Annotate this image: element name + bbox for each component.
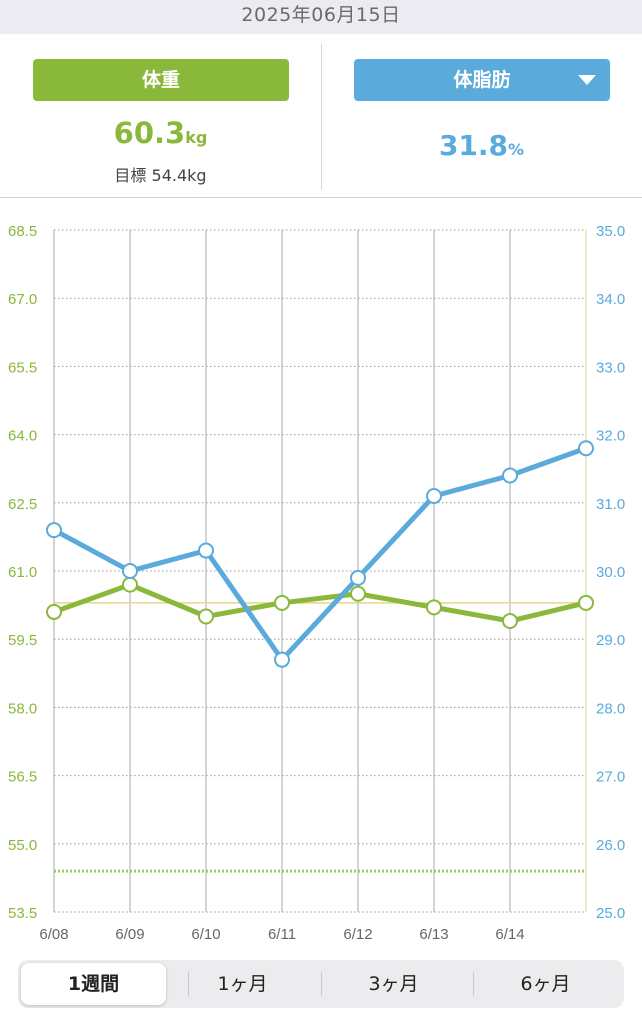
right-axis-tick-label: 30.0 (596, 564, 625, 581)
body-fat-data-point (198, 542, 214, 559)
body-fat-label: 体脂肪 (453, 69, 511, 91)
tab-divider (473, 972, 474, 996)
body-fat-unit: % (508, 140, 525, 159)
period-selector: 1週間 1ヶ月 3ヶ月 6ヶ月 (18, 960, 624, 1008)
right-axis-tick-label: 33.0 (596, 359, 625, 376)
x-axis-tick-label: 6/09 (115, 926, 144, 943)
weight-fat-chart[interactable]: 68.5 67.0 65.5 64.0 62.5 61.0 59.5 58.0 56.5 55.0… (0, 198, 642, 950)
left-axis-tick-label: 55.0 (8, 837, 37, 854)
left-axis-tick-label: 68.5 (8, 223, 37, 240)
x-axis-tick-label: 6/12 (343, 926, 372, 943)
left-axis-tick-label: 64.0 (8, 428, 37, 445)
body-fat-data-point (274, 651, 290, 668)
tab-divider (321, 972, 322, 996)
left-axis-tick-label: 62.5 (8, 496, 37, 513)
x-axis-tick-label: 6/08 (39, 926, 68, 943)
weight-value: 60.3kg (0, 116, 321, 150)
weight-unit: kg (185, 128, 208, 147)
left-axis-tick-label: 59.5 (8, 632, 37, 649)
right-axis-tick-label: 31.0 (596, 496, 625, 513)
right-axis-tick-label: 35.0 (596, 223, 625, 240)
left-axis-tick-label: 53.5 (8, 905, 37, 922)
weight-data-point (122, 576, 138, 593)
body-fat-panel: 体脂肪 31.8% (321, 34, 642, 198)
body-fat-series-line (51, 445, 589, 663)
x-axis-tick-label: 6/13 (419, 926, 448, 943)
left-axis-tick-label: 67.0 (8, 291, 37, 308)
date-header: 2025年06月15日 (0, 0, 642, 34)
x-axis-tick-label: 6/14 (495, 926, 524, 943)
x-axis-tick-label: 6/11 (268, 926, 296, 943)
tab-1-week[interactable]: 1週間 (21, 963, 166, 1005)
weight-data-point (198, 608, 214, 625)
body-fat-data-point (350, 569, 366, 586)
body-fat-data-point (46, 522, 62, 539)
weight-button[interactable]: 体重 (33, 59, 289, 101)
tab-6-months[interactable]: 6ヶ月 (520, 973, 571, 995)
weight-series-line (51, 582, 589, 624)
body-fat-value: 31.8% (321, 129, 642, 162)
body-fat-data-point (578, 440, 594, 457)
dropdown-caret-icon (578, 75, 596, 85)
weight-data-point (578, 594, 594, 611)
right-axis-tick-label: 28.0 (596, 700, 625, 717)
body-fat-data-point (502, 467, 518, 484)
right-axis-tick-label: 34.0 (596, 291, 625, 308)
left-axis-tick-label: 58.0 (8, 700, 37, 717)
tab-3-months[interactable]: 3ヶ月 (368, 973, 419, 995)
weight-data-point (274, 594, 290, 611)
body-fat-data-point (122, 563, 138, 579)
body-fat-data-point (426, 487, 442, 504)
right-axis-tick-label: 25.0 (596, 905, 625, 922)
weight-data-point (502, 613, 518, 630)
panel-divider (321, 44, 322, 190)
body-fat-dropdown[interactable]: 体脂肪 (354, 59, 610, 101)
tab-1-month[interactable]: 1ヶ月 (217, 973, 268, 995)
header-divider (0, 197, 642, 198)
weight-panel: 体重 60.3kg 目標 54.4kg (0, 34, 321, 198)
right-axis-tick-label: 29.0 (596, 632, 625, 649)
left-axis-tick-label: 61.0 (8, 564, 37, 581)
right-axis-tick-label: 26.0 (596, 837, 625, 854)
tab-divider (188, 972, 189, 996)
weight-data-point (350, 585, 366, 602)
x-axis-tick-label: 6/10 (191, 926, 220, 943)
right-axis-tick-label: 32.0 (596, 428, 625, 445)
weight-data-point (46, 603, 62, 620)
left-axis-tick-label: 56.5 (8, 769, 37, 786)
goal-weight-text: 目標 54.4kg (114, 166, 207, 185)
right-axis-tick-label: 27.0 (596, 769, 625, 786)
weight-data-point (426, 599, 442, 616)
body-fat-number: 31.8 (438, 129, 509, 162)
weight-number: 60.3 (113, 116, 186, 150)
left-axis-tick-label: 65.5 (8, 359, 37, 376)
